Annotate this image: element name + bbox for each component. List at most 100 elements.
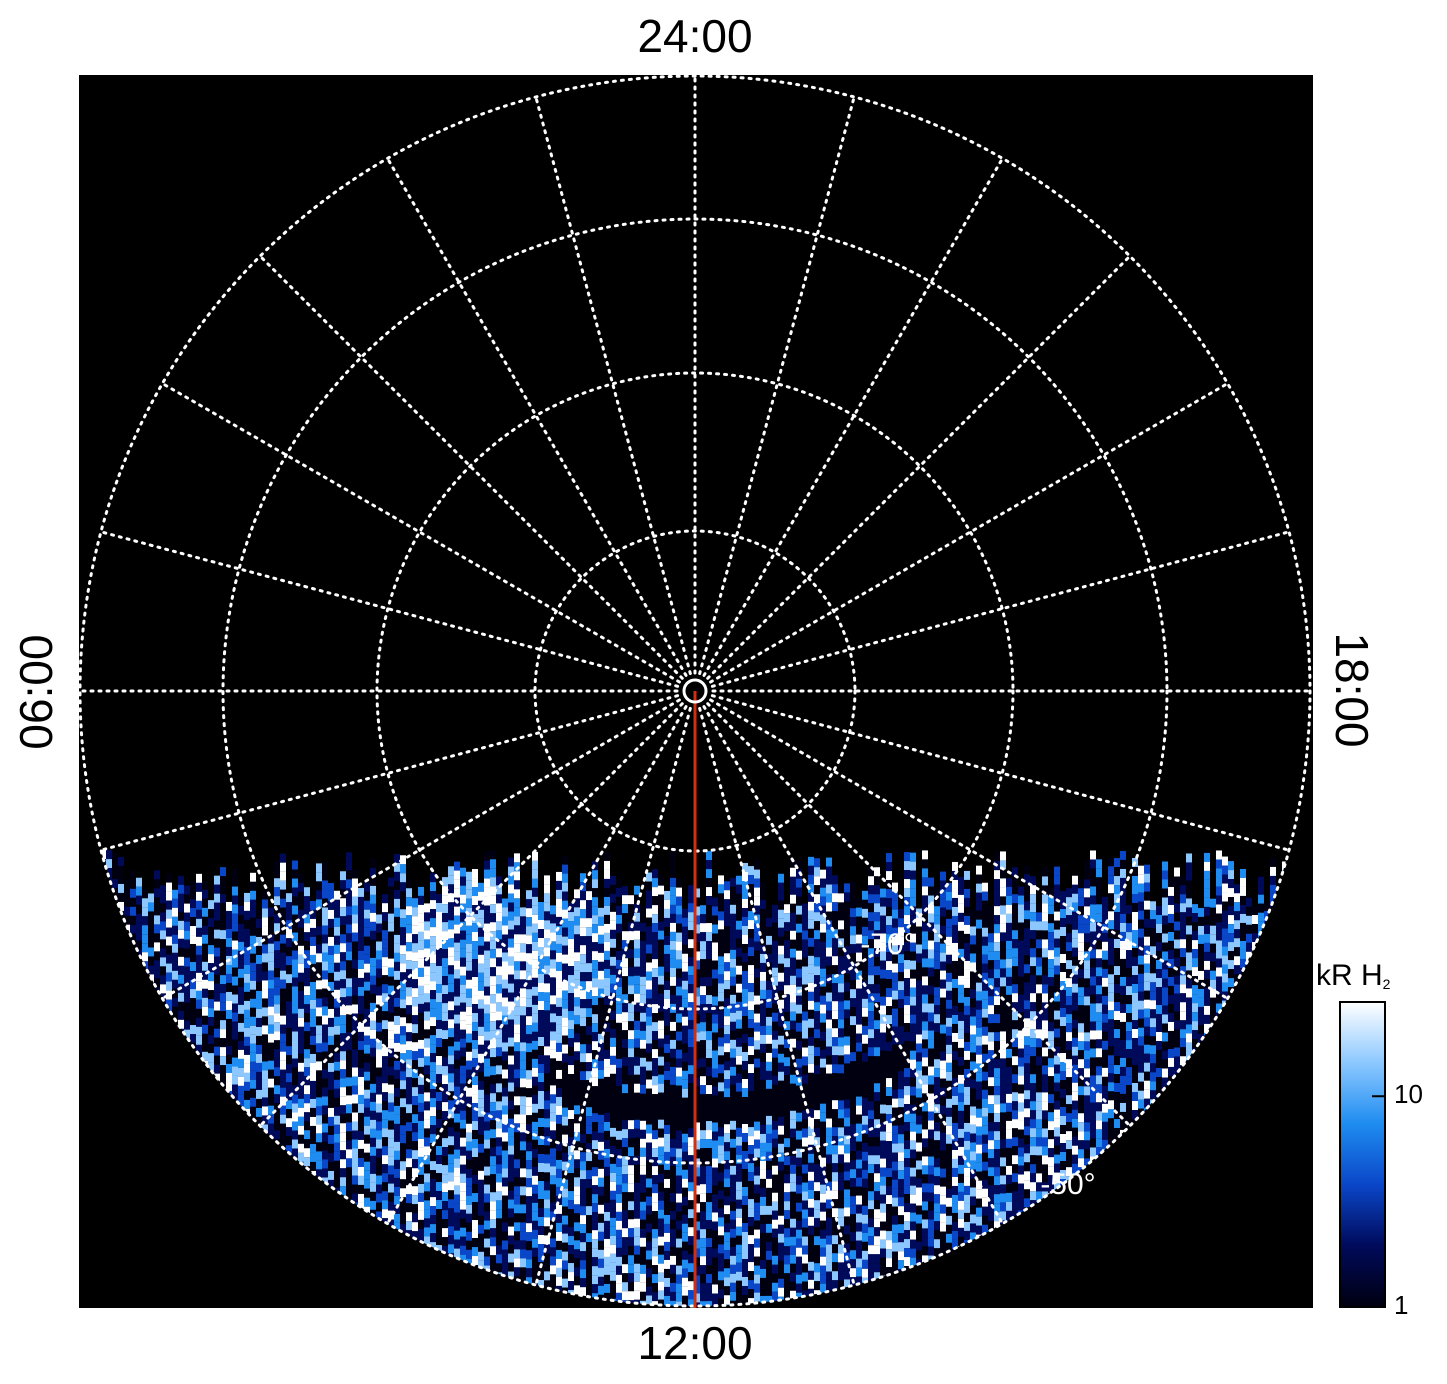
emission-cell <box>454 879 460 889</box>
emission-cell <box>184 948 190 958</box>
emission-cell <box>574 1150 580 1160</box>
emission-cell <box>124 879 130 889</box>
emission-cell <box>118 856 124 866</box>
emission-cell <box>454 906 460 916</box>
emission-cell <box>520 1204 526 1214</box>
emission-cell <box>700 1022 706 1032</box>
emission-cell <box>610 1055 616 1065</box>
emission-cell <box>646 1295 652 1305</box>
emission-cell <box>430 972 436 982</box>
emission-cell <box>634 966 640 976</box>
emission-cell <box>610 1064 616 1074</box>
emission-cell <box>406 1194 412 1204</box>
emission-cell <box>634 1200 640 1210</box>
emission-cell <box>328 900 334 910</box>
emission-cell <box>478 1260 484 1270</box>
emission-cell <box>550 1031 556 1041</box>
emission-cell <box>538 1001 544 1011</box>
emission-cell <box>196 1008 202 1018</box>
emission-cell <box>472 905 478 915</box>
emission-cell <box>490 886 496 896</box>
emission-cell <box>688 1200 694 1210</box>
emission-cell <box>706 878 712 888</box>
emission-cell <box>340 943 346 953</box>
emission-cell <box>526 1088 532 1098</box>
emission-cell <box>466 1132 472 1142</box>
emission-cell <box>598 1051 604 1061</box>
emission-cell <box>646 1187 652 1197</box>
emission-cell <box>514 1186 520 1196</box>
emission-cell <box>490 1219 496 1229</box>
emission-cell <box>430 1224 436 1234</box>
emission-cell <box>256 1098 262 1108</box>
emission-cell <box>298 999 304 1009</box>
emission-cell <box>652 1202 658 1212</box>
emission-cell <box>430 1161 436 1171</box>
emission-cell <box>406 978 412 988</box>
emission-cell <box>712 1203 718 1213</box>
emission-cell <box>520 1213 526 1223</box>
emission-cell <box>322 889 328 899</box>
emission-cell <box>538 1037 544 1047</box>
emission-cell <box>712 1005 718 1015</box>
emission-cell <box>442 1066 448 1076</box>
emission-cell <box>604 1139 610 1149</box>
emission-cell <box>262 1124 268 1134</box>
emission-cell <box>502 1078 508 1088</box>
emission-cell <box>706 1058 712 1068</box>
emission-cell <box>562 1017 568 1027</box>
emission-cell <box>568 1029 574 1039</box>
emission-cell <box>496 1146 502 1156</box>
emission-cell <box>592 942 598 952</box>
emission-cell <box>562 873 568 883</box>
emission-cell <box>412 1168 418 1178</box>
emission-cell <box>238 1076 244 1086</box>
emission-cell <box>580 1170 586 1180</box>
emission-cell <box>454 915 460 925</box>
emission-cell <box>316 1052 322 1062</box>
emission-cell <box>478 1233 484 1243</box>
emission-cell <box>436 1236 442 1246</box>
emission-cell <box>322 1006 328 1016</box>
emission-cell <box>382 1011 388 1021</box>
emission-cell <box>712 951 718 961</box>
emission-cell <box>658 1038 664 1048</box>
emission-cell <box>466 1159 472 1169</box>
emission-cell <box>658 1011 664 1021</box>
emission-cell <box>196 990 202 1000</box>
emission-cell <box>664 962 670 972</box>
emission-cell <box>130 897 136 907</box>
emission-cell <box>556 1159 562 1169</box>
emission-cell <box>508 857 514 867</box>
emission-cell <box>610 1217 616 1227</box>
emission-cell <box>364 1179 370 1189</box>
emission-cell <box>484 1238 490 1248</box>
emission-cell <box>358 1112 364 1122</box>
emission-cell <box>520 925 526 935</box>
emission-cell <box>448 1055 454 1065</box>
emission-cell <box>712 1140 718 1150</box>
emission-cell <box>700 1265 706 1275</box>
emission-cell <box>634 1011 640 1021</box>
emission-cell <box>580 891 586 901</box>
emission-cell <box>424 1083 430 1093</box>
emission-cell <box>586 927 592 937</box>
emission-cell <box>676 1175 682 1185</box>
emission-cell <box>622 1075 628 1085</box>
emission-cell <box>640 958 646 968</box>
emission-cell <box>352 887 358 897</box>
emission-cell <box>304 1139 310 1149</box>
emission-cell <box>706 1067 712 1077</box>
emission-cell <box>574 1168 580 1178</box>
emission-cell <box>652 1130 658 1140</box>
emission-cell <box>658 975 664 985</box>
emission-cell <box>580 1287 586 1297</box>
emission-cell <box>682 1025 688 1035</box>
emission-cell <box>280 1006 286 1016</box>
emission-cell <box>382 1200 388 1210</box>
emission-cell <box>508 911 514 921</box>
emission-cell <box>496 975 502 985</box>
emission-cell <box>142 952 148 962</box>
emission-cell <box>316 1151 322 1161</box>
emission-cell <box>622 1030 628 1040</box>
